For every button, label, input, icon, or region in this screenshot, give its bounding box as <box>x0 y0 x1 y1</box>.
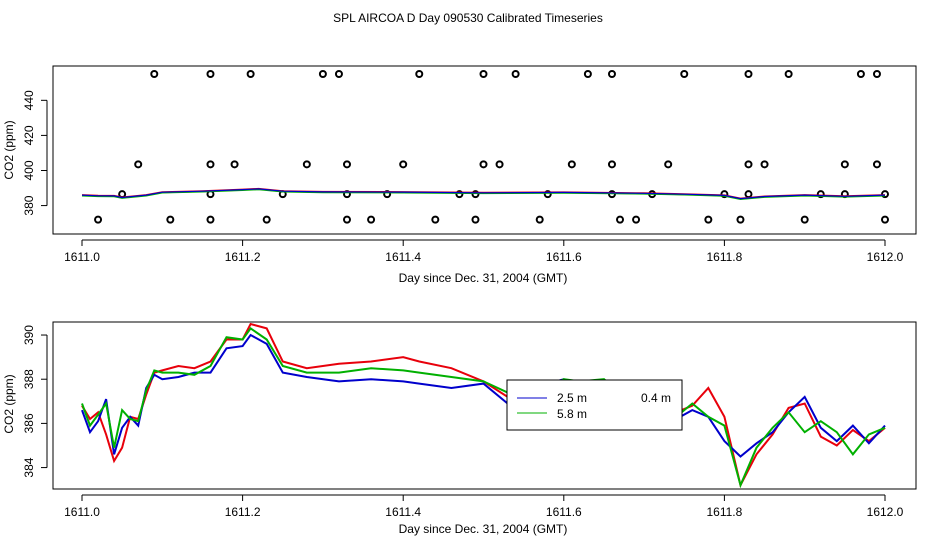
bottom-x-tick-label: 1612.0 <box>867 505 904 519</box>
calibration-marker <box>881 215 889 224</box>
calibration-marker <box>872 70 881 78</box>
calibration-marker <box>399 160 408 169</box>
bottom-axes: 1611.0 1611.2 1611.4 1611.6 1611.8 1612.0 384 3… <box>22 325 904 519</box>
bottom-plot-frame <box>52 321 917 490</box>
top-x-axis-label: Day since Dec. 31, 2004 (GMT) <box>399 271 568 285</box>
calibration-marker <box>471 215 480 224</box>
calibration-marker <box>246 70 255 78</box>
bottom-x-tick-label: 1611.8 <box>706 505 742 519</box>
bottom-x-tick-label: 1611.4 <box>385 505 421 519</box>
top-y-axis-label: CO2 (ppm) <box>2 120 16 179</box>
calibration-marker <box>166 215 175 224</box>
calibration-marker <box>94 215 103 224</box>
calibration-marker <box>342 160 351 169</box>
top-x-tick-label: 1611.8 <box>706 250 742 264</box>
calibration-marker <box>856 70 865 78</box>
top-plot-marks <box>81 70 889 224</box>
calibration-marker <box>680 70 689 78</box>
legend-label-0-4m: 0.4 m <box>641 391 671 405</box>
legend: 0.4 m 2.5 m 5.8 m <box>506 379 683 431</box>
calibration-marker <box>720 190 729 199</box>
calibration-marker <box>334 70 343 78</box>
bottom-series-line <box>81 327 886 489</box>
calibration-marker <box>704 215 713 224</box>
calibration-marker <box>664 160 673 169</box>
legend-label-5-8m: 5.8 m <box>557 407 587 421</box>
top-y-tick-label: 440 <box>22 90 36 110</box>
calibration-marker <box>134 160 143 169</box>
top-axes: 1611.0 1611.2 1611.4 1611.6 1611.8 1612.0 380 4… <box>22 90 904 264</box>
calibration-marker <box>431 215 440 224</box>
calibration-marker <box>535 215 544 224</box>
legend-box <box>506 379 683 431</box>
top-x-tick-label: 1612.0 <box>867 250 904 264</box>
calibration-marker <box>479 70 488 78</box>
top-y-tick-label: 400 <box>22 160 36 180</box>
calibration-marker <box>318 70 327 78</box>
calibration-marker <box>206 215 215 224</box>
bottom-panel: 1611.0 1611.2 1611.4 1611.6 1611.8 1612.0 384 3… <box>2 321 917 536</box>
calibration-marker <box>206 160 215 169</box>
calibration-marker <box>206 70 215 78</box>
calibration-marker <box>744 190 753 199</box>
calibration-marker <box>632 215 641 224</box>
calibration-marker <box>840 160 849 169</box>
bottom-x-tick-label: 1611.6 <box>546 505 582 519</box>
bottom-x-tick-label: 1611.2 <box>225 505 261 519</box>
calibration-marker <box>367 215 376 224</box>
calibration-marker <box>262 215 271 224</box>
top-series-line-blue <box>81 188 886 200</box>
top-x-tick-label: 1611.6 <box>546 250 582 264</box>
calibration-marker <box>607 160 616 169</box>
bottom-y-tick-label: 386 <box>22 413 36 433</box>
top-x-tick-label: 1611.0 <box>64 250 100 264</box>
calibration-marker <box>415 70 424 78</box>
bottom-series-line <box>81 322 886 489</box>
calibration-marker <box>881 190 889 199</box>
calibration-marker <box>816 190 825 199</box>
calibration-marker <box>784 70 793 78</box>
calibration-marker <box>302 160 311 169</box>
bottom-plot-marks <box>81 322 886 489</box>
calibration-marker <box>567 160 576 169</box>
top-x-tick-label: 1611.4 <box>385 250 421 264</box>
calibration-marker <box>744 160 753 169</box>
top-x-tick-label: 1611.2 <box>225 250 261 264</box>
calibration-marker <box>760 160 769 169</box>
calibration-marker <box>736 215 745 224</box>
bottom-y-tick-label: 390 <box>22 325 36 345</box>
calibration-marker <box>479 160 488 169</box>
bottom-y-tick-label: 388 <box>22 369 36 389</box>
legend-label-2-5m: 2.5 m <box>557 391 587 405</box>
calibration-marker <box>455 190 464 199</box>
bottom-x-tick-label: 1611.0 <box>64 505 100 519</box>
calibration-marker <box>495 160 504 169</box>
calibration-marker <box>872 160 881 169</box>
calibration-marker <box>342 215 351 224</box>
bottom-y-tick-label: 384 <box>22 457 36 477</box>
calibration-marker <box>607 70 616 78</box>
calibration-marker <box>230 160 239 169</box>
top-panel: 1611.0 1611.2 1611.4 1611.6 1611.8 1612.0 380 4… <box>2 65 917 285</box>
bottom-x-axis-label: Day since Dec. 31, 2004 (GMT) <box>399 522 568 536</box>
bottom-y-axis-label: CO2 (ppm) <box>2 374 16 433</box>
figure-title: SPL AIRCOA D Day 090530 Calibrated Times… <box>333 11 603 25</box>
top-plot-frame <box>52 65 917 235</box>
calibration-marker <box>511 70 520 78</box>
calibration-marker <box>800 215 809 224</box>
top-y-tick-label: 380 <box>22 195 36 215</box>
calibration-marker <box>543 190 552 199</box>
calibration-marker <box>471 190 480 199</box>
calibration-marker <box>616 215 625 224</box>
top-y-tick-label: 420 <box>22 125 36 145</box>
calibration-marker <box>150 70 159 78</box>
calibration-marker <box>744 70 753 78</box>
calibration-marker <box>583 70 592 78</box>
